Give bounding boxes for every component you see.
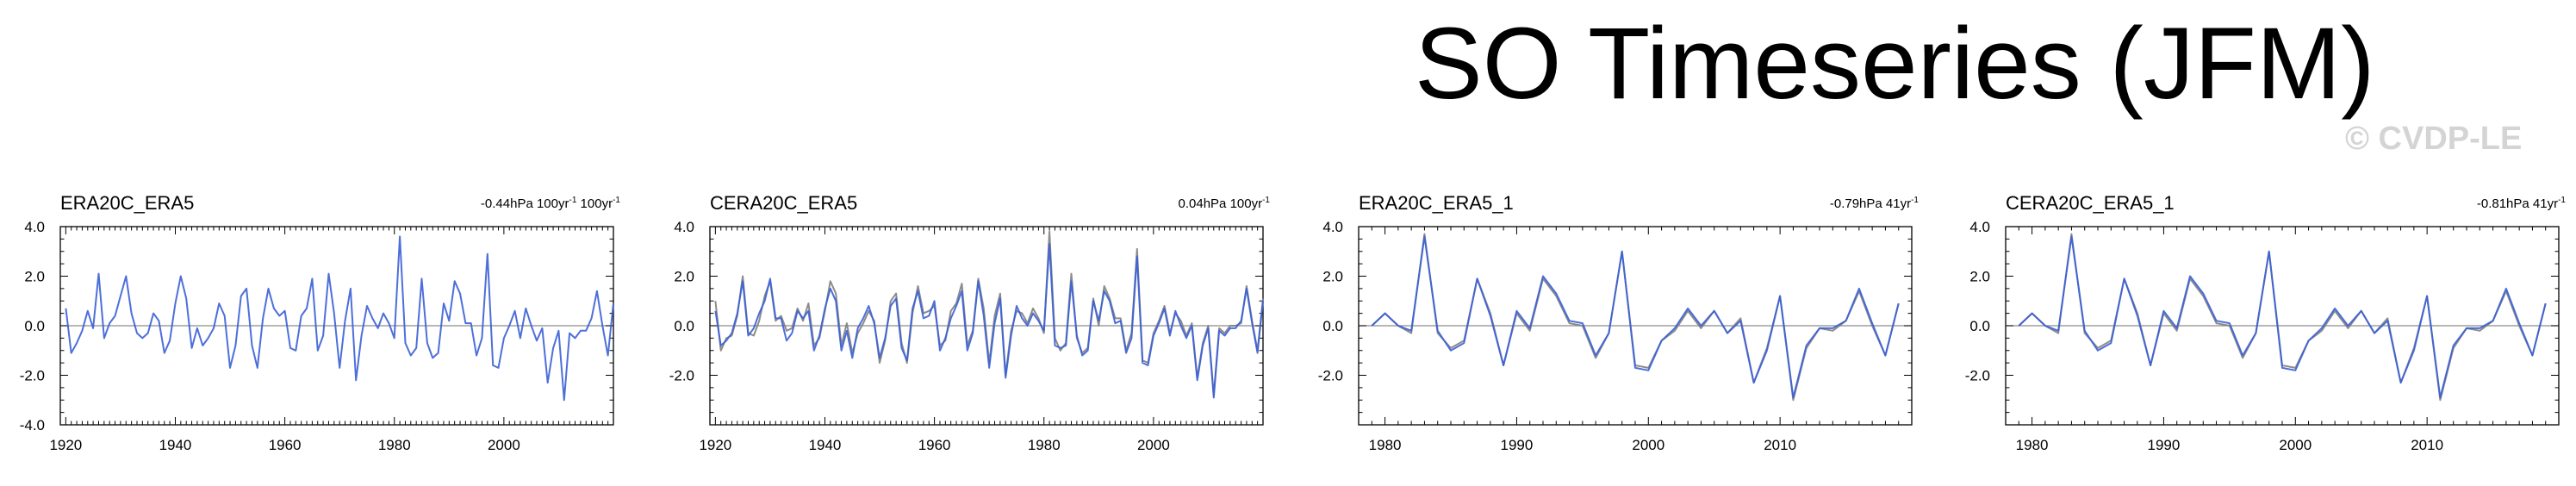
y-tick-label: 2.0 — [1322, 269, 1343, 285]
x-tick-label: 1920 — [49, 437, 82, 453]
panel-2: 1920 1940 1960 1980 2000 4.0 2.0 0.0 -2.0 CERA20… — [650, 185, 1296, 486]
x-tick-label: 2000 — [1137, 437, 1170, 453]
y-tick-label: 2.0 — [674, 269, 694, 285]
y-tick-label: 0.0 — [674, 318, 694, 334]
x-tick-label: 1920 — [699, 437, 731, 453]
panel-2-trend-value: 0.04hPa 100yr — [1178, 196, 1263, 211]
x-tick-label: 2000 — [1632, 437, 1664, 453]
panel-2-trend: 0.04hPa 100yr-1 — [1179, 196, 1270, 211]
panel-3-trend-value: -0.79hPa 41yr — [1829, 196, 1912, 211]
panel-2-title: CERA20C_ERA5 — [710, 192, 858, 214]
series-line-era20c — [1371, 233, 1900, 402]
panel-3-title: ERA20C_ERA5_1 — [1359, 192, 1514, 214]
y-tick-label: 4.0 — [24, 219, 45, 235]
panel-2-plot: 1920 1940 1960 1980 2000 4.0 2.0 0.0 -2.0 — [669, 219, 1264, 453]
x-tick-label: 2000 — [2279, 437, 2312, 453]
panel-1-trend: -0.44hPa 100yr-1 100yr-1 — [481, 196, 620, 211]
panel-3: 1980 1990 2000 2010 4.0 2.0 0.0 -2.0 ERA20C_ERA… — [1298, 185, 1944, 486]
panel-4: 1980 1990 2000 2010 4.0 2.0 0.0 -2.0 CERA20C_ER… — [1945, 185, 2576, 486]
panel-4-title: CERA20C_ERA5_1 — [2006, 192, 2175, 214]
panel-1-trend-sup: -1 — [569, 196, 577, 205]
y-tick-label: 0.0 — [24, 318, 45, 334]
y-tick-label: 4.0 — [1322, 219, 1343, 235]
x-tick-label: 1980 — [1028, 437, 1061, 453]
series-line-era5 — [2018, 235, 2547, 399]
x-tick-label: 1960 — [918, 437, 951, 453]
figure-title: SO Timeseries (JFM) — [1415, 7, 2375, 121]
panel-1: 1920 1940 1960 1980 2000 4.0 2.0 0.0 -2.0 -4.0 ER… — [0, 185, 646, 486]
y-tick-label: 4.0 — [674, 219, 694, 235]
panel-1-trend-extra-sup: -1 — [613, 196, 620, 205]
x-tick-label: 1980 — [378, 437, 411, 453]
x-tick-label: 1980 — [1369, 437, 1402, 453]
y-tick-label: 2.0 — [24, 269, 45, 285]
panel-4-trend-value: -0.81hPa 41yr — [2476, 196, 2559, 211]
x-tick-label: 2010 — [1764, 437, 1796, 453]
panel-3-plot: 1980 1990 2000 2010 4.0 2.0 0.0 -2.0 — [1318, 219, 1913, 453]
y-tick-label: -2.0 — [20, 368, 45, 384]
x-tick-label: 1940 — [809, 437, 842, 453]
watermark-text: © CVDP-LE — [2345, 121, 2523, 157]
x-tick-label: 2010 — [2411, 437, 2443, 453]
series-line-era20c_era5 — [65, 235, 614, 402]
panel-4-trend-sup: -1 — [2558, 196, 2566, 205]
x-tick-label: 1990 — [1501, 437, 1534, 453]
y-tick-label: 4.0 — [1969, 219, 1990, 235]
panel-1-title: ERA20C_ERA5 — [60, 192, 195, 214]
y-tick-label: 0.0 — [1322, 318, 1343, 334]
panel-4-trend: -0.81hPa 41yr-1 — [2477, 196, 2566, 211]
y-tick-label: 2.0 — [1969, 269, 1990, 285]
x-tick-label: 1960 — [269, 437, 302, 453]
panel-1-plot: 1920 1940 1960 1980 2000 4.0 2.0 0.0 -2.0 -4.0 — [20, 219, 614, 453]
panel-1-trend-value: -0.44hPa 100yr — [480, 196, 569, 211]
y-tick-label: 0.0 — [1969, 318, 1990, 334]
x-tick-label: 2000 — [488, 437, 520, 453]
panel-3-trend-sup: -1 — [1911, 196, 1919, 205]
x-tick-label: 1980 — [2016, 437, 2049, 453]
series-line-era5 — [714, 243, 1264, 399]
panel-2-trend-sup: -1 — [1262, 196, 1270, 205]
series-line-era5 — [1371, 235, 1900, 399]
x-tick-label: 1940 — [159, 437, 192, 453]
panel-1-trend-extra: 100yr — [576, 196, 613, 211]
y-tick-label: -2.0 — [669, 368, 694, 384]
panel-4-plot: 1980 1990 2000 2010 4.0 2.0 0.0 -2.0 — [1965, 219, 2560, 453]
y-tick-label: -2.0 — [1965, 368, 1990, 384]
panel-3-trend: -0.79hPa 41yr-1 — [1830, 196, 1919, 211]
y-tick-label: -2.0 — [1318, 368, 1343, 384]
y-tick-label: -4.0 — [20, 417, 45, 433]
x-tick-label: 1990 — [2148, 437, 2181, 453]
series-line-cera20c — [2018, 233, 2547, 402]
